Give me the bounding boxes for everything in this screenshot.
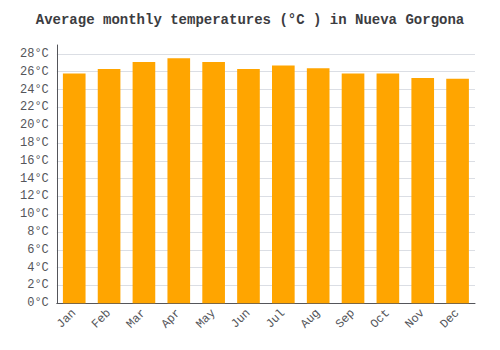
svg-text:Nov: Nov <box>403 306 428 331</box>
svg-text:10°C: 10°C <box>20 207 49 221</box>
svg-text:14°C: 14°C <box>20 172 49 186</box>
svg-text:Jan: Jan <box>54 306 79 331</box>
svg-text:26°C: 26°C <box>20 65 49 79</box>
svg-text:0°C: 0°C <box>27 296 49 310</box>
svg-text:16°C: 16°C <box>20 154 49 168</box>
svg-text:28°C: 28°C <box>20 47 49 61</box>
svg-text:Average monthly temperatures (: Average monthly temperatures (°C ) in Nu… <box>36 12 465 28</box>
svg-text:12°C: 12°C <box>20 189 49 203</box>
svg-text:6°C: 6°C <box>27 243 49 257</box>
svg-text:May: May <box>193 306 218 331</box>
svg-text:Jun: Jun <box>228 306 253 331</box>
svg-text:Oct: Oct <box>368 306 393 331</box>
svg-text:18°C: 18°C <box>20 136 49 150</box>
svg-text:Mar: Mar <box>124 306 149 331</box>
svg-text:Feb: Feb <box>89 306 114 331</box>
svg-text:Jul: Jul <box>263 306 288 331</box>
svg-text:24°C: 24°C <box>20 83 49 97</box>
svg-text:Sep: Sep <box>333 306 358 331</box>
svg-text:4°C: 4°C <box>27 261 49 275</box>
svg-text:Apr: Apr <box>159 306 184 331</box>
svg-text:8°C: 8°C <box>27 225 49 239</box>
svg-text:Dec: Dec <box>437 306 462 331</box>
svg-text:2°C: 2°C <box>27 278 49 292</box>
svg-text:Aug: Aug <box>298 306 323 331</box>
svg-text:22°C: 22°C <box>20 100 49 114</box>
svg-text:20°C: 20°C <box>20 118 49 132</box>
